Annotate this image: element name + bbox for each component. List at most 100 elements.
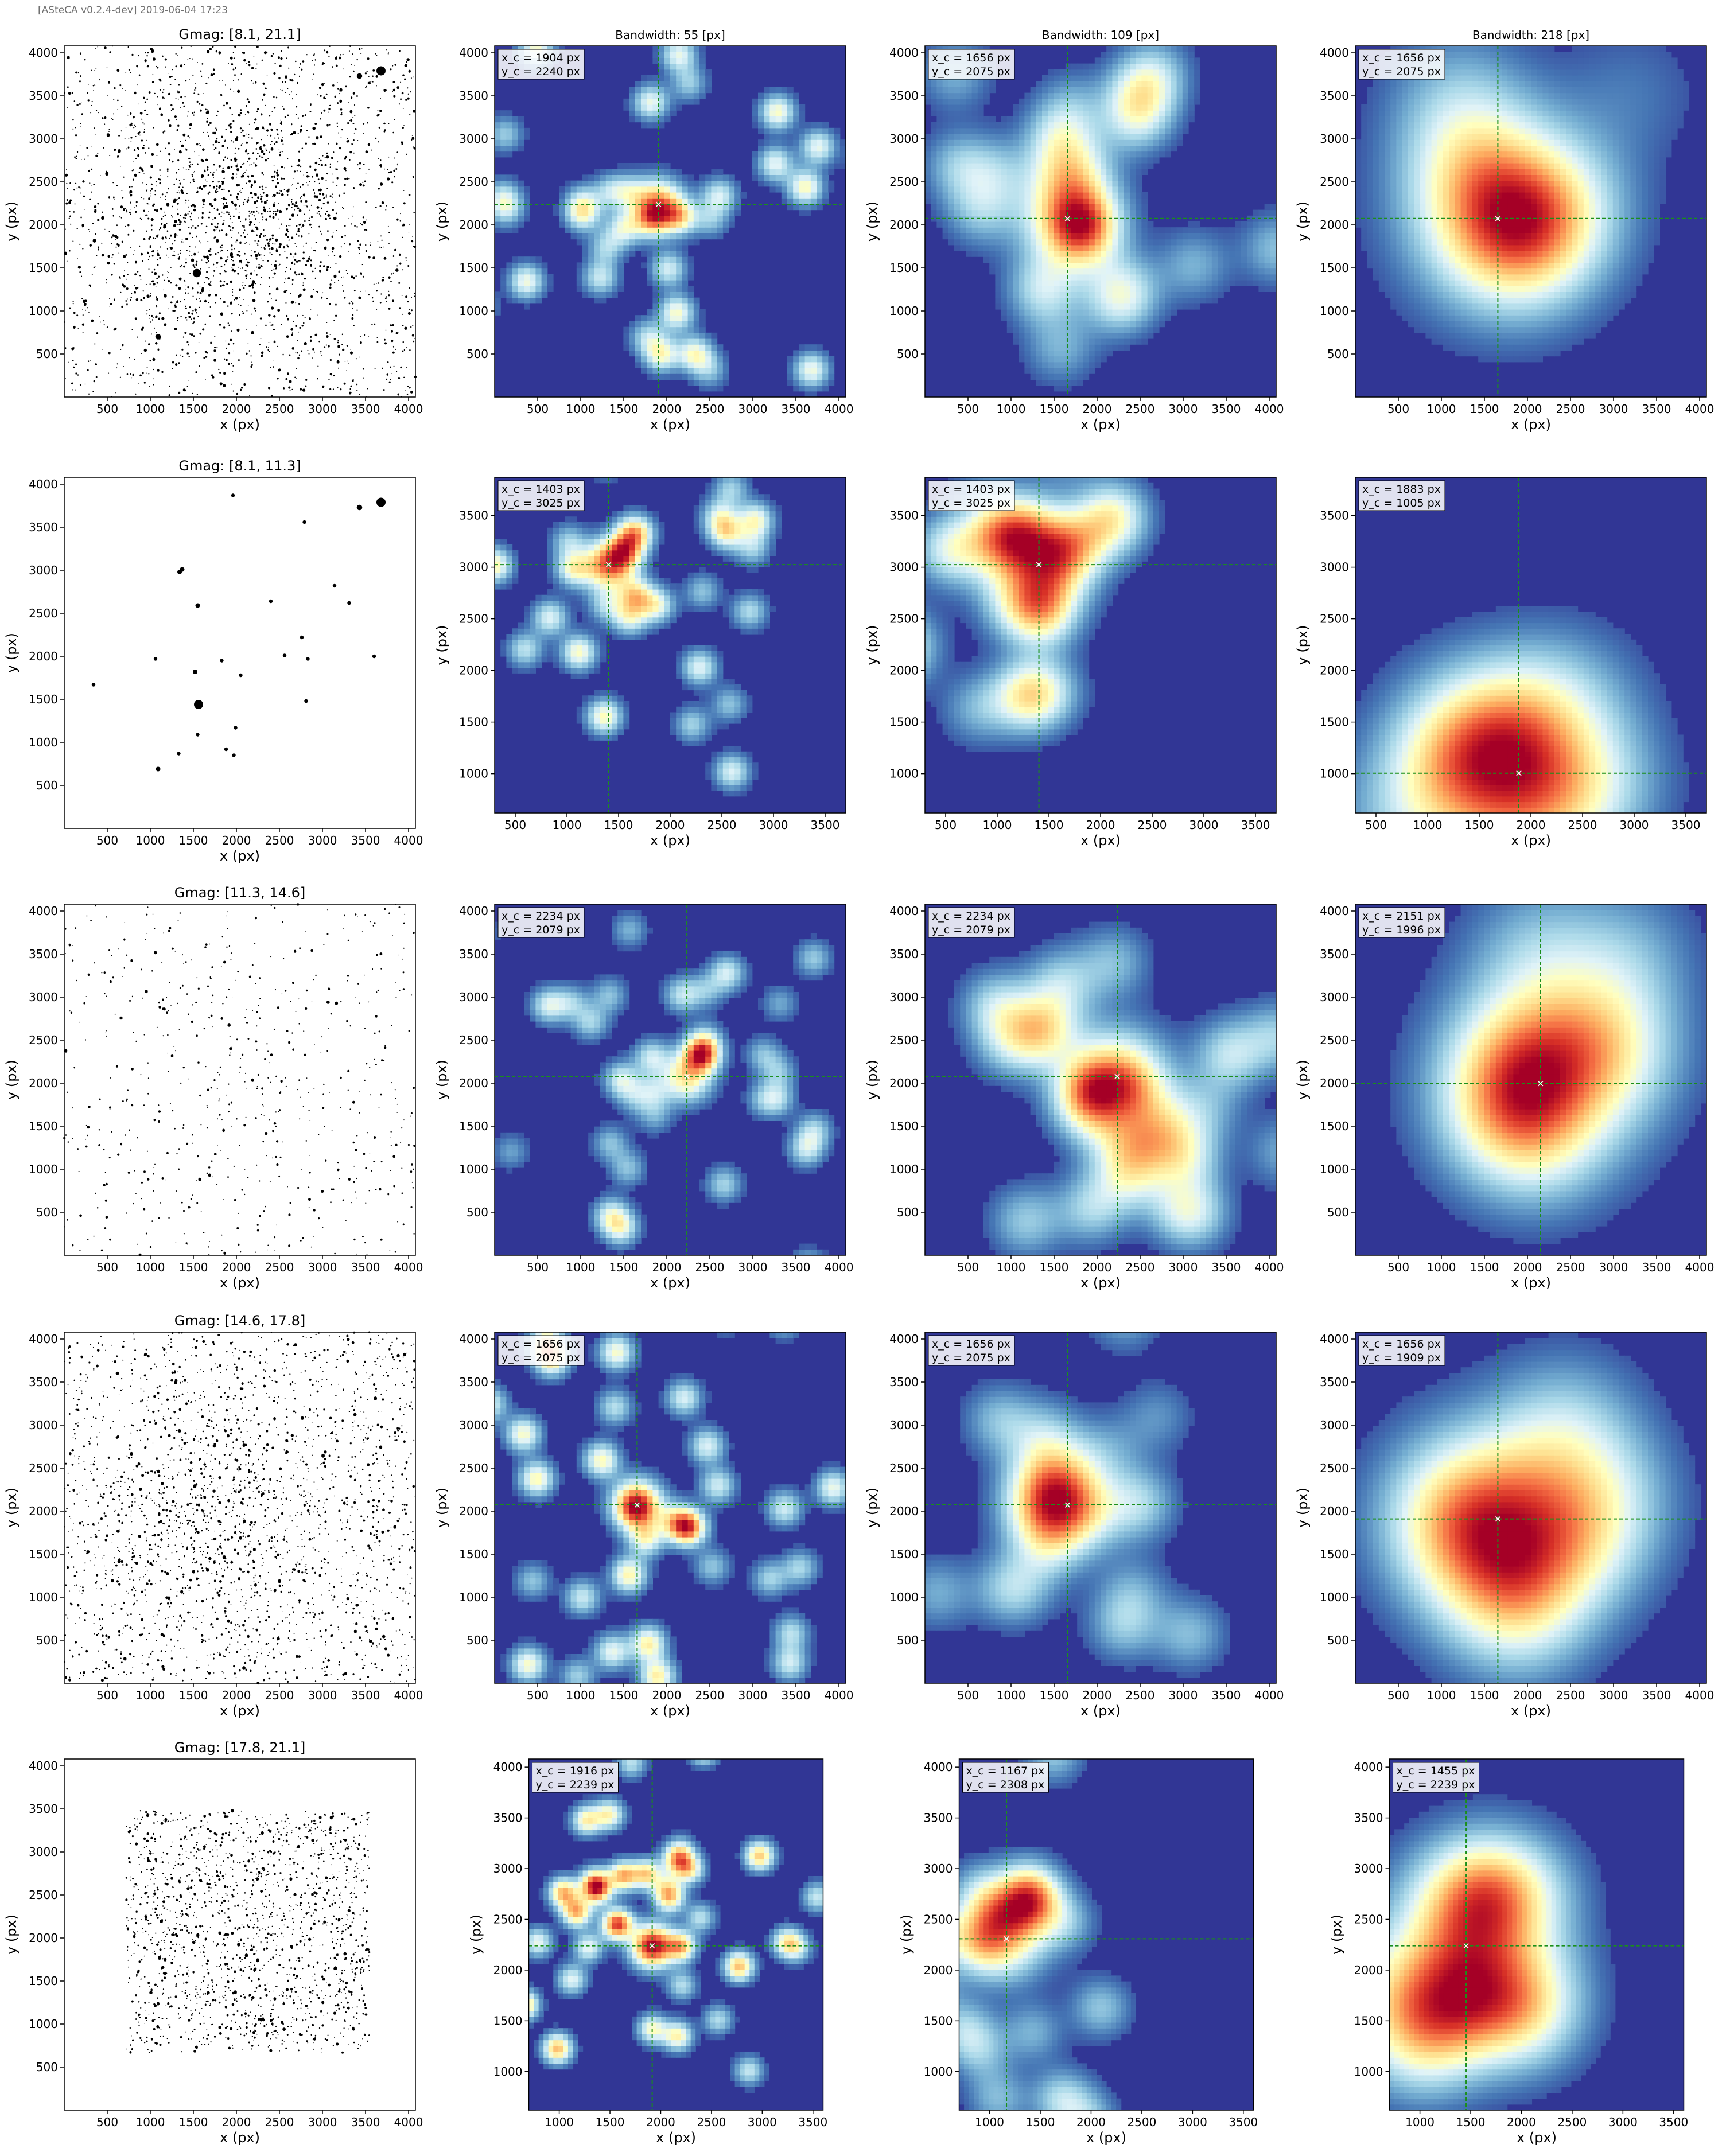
y-tick-label: 2000 bbox=[459, 218, 488, 232]
y-tick-label: 2000 bbox=[29, 218, 58, 232]
x-tick-label: 1500 bbox=[179, 1688, 208, 1702]
x-tick-label: 3000 bbox=[1169, 1260, 1198, 1274]
y-tick-label: 1500 bbox=[29, 1974, 58, 1988]
x-tick-label: 1500 bbox=[1470, 1260, 1499, 1274]
center-marker: ✕ bbox=[1515, 768, 1522, 779]
y-tick-label: 1500 bbox=[889, 715, 919, 729]
panel-title: Gmag: [8.1, 21.1] bbox=[178, 26, 301, 42]
center-label-x: x_c = 1656 px bbox=[932, 52, 1010, 64]
y-tick-label: 2500 bbox=[459, 612, 488, 626]
y-tick-label: 2500 bbox=[1354, 1912, 1383, 1926]
y-tick-label: 1000 bbox=[29, 1590, 58, 1604]
y-tick-label: 4000 bbox=[29, 904, 58, 918]
center-label: x_c = 1656 pxy_c = 2075 px bbox=[497, 1335, 585, 1366]
x-tick-label: 500 bbox=[96, 2115, 118, 2129]
x-tick-label: 500 bbox=[1387, 1260, 1409, 1274]
y-tick-label: 500 bbox=[467, 347, 488, 361]
x-tick-label: 3500 bbox=[351, 2115, 380, 2129]
axes-frame bbox=[64, 904, 416, 1256]
y-tick-label: 3500 bbox=[889, 89, 919, 103]
x-axis-label: x (px) bbox=[650, 1703, 690, 1719]
chart-panel-2-2: ✕ x_c = 1403 pxy_c = 3025 px 500 1000 1500 20… bbox=[434, 477, 846, 849]
axes-frame bbox=[528, 1758, 824, 2111]
y-tick-label: 2500 bbox=[29, 606, 58, 620]
x-tick-label: 4000 bbox=[394, 402, 423, 416]
center-marker: ✕ bbox=[605, 559, 612, 570]
y-tick-label: 1500 bbox=[889, 1119, 919, 1133]
star-point bbox=[196, 733, 200, 737]
y-axis-label: y (px) bbox=[1294, 1488, 1311, 1528]
x-axis: 500 1000 1500 2000 2500 3000 3500 4000 x (px) bbox=[96, 397, 423, 433]
center-label-y: y_c = 2240 px bbox=[502, 65, 580, 78]
y-tick-label: 2500 bbox=[459, 1461, 488, 1475]
center-marker: ✕ bbox=[1537, 1079, 1544, 1089]
y-axis-label: y (px) bbox=[434, 625, 450, 666]
y-tick-label: 3500 bbox=[459, 89, 488, 103]
y-axis: 1000 1500 2000 2500 3000 3500 y (px) bbox=[1294, 509, 1355, 781]
x-tick-label: 3500 bbox=[1212, 402, 1241, 416]
x-tick-label: 2500 bbox=[697, 2115, 726, 2129]
center-marker: ✕ bbox=[683, 1071, 690, 1082]
x-tick-label: 500 bbox=[957, 402, 979, 416]
x-tick-label: 3000 bbox=[738, 1260, 768, 1274]
heatmap-area: ✕ bbox=[925, 46, 1276, 397]
star-point bbox=[372, 654, 376, 659]
y-tick-label: 2000 bbox=[889, 664, 919, 678]
chart-panel-1-3: ✕ x_c = 1656 pxy_c = 2075 px 500 1000 1500 20… bbox=[864, 28, 1284, 433]
y-tick-label: 2500 bbox=[1320, 612, 1349, 626]
y-tick-label: 3000 bbox=[889, 132, 919, 146]
y-axis-label: y (px) bbox=[3, 1914, 20, 1955]
x-tick-label: 4000 bbox=[1255, 1688, 1284, 1702]
x-tick-label: 3000 bbox=[308, 402, 337, 416]
x-tick-label: 2500 bbox=[1138, 818, 1167, 832]
center-marker: ✕ bbox=[633, 1500, 641, 1511]
axes-frame bbox=[64, 1332, 416, 1684]
y-tick-label: 3500 bbox=[29, 89, 58, 103]
star-point bbox=[332, 583, 337, 588]
axes-frame bbox=[494, 45, 846, 398]
y-tick-label: 3000 bbox=[29, 1418, 58, 1432]
bright-star bbox=[356, 73, 363, 79]
x-tick-label: 2000 bbox=[222, 1260, 251, 1274]
center-label-x: x_c = 1904 px bbox=[502, 52, 580, 64]
center-label-y: y_c = 3025 px bbox=[932, 497, 1010, 509]
y-tick-label: 3500 bbox=[889, 1375, 919, 1389]
y-tick-label: 4000 bbox=[889, 904, 919, 918]
y-tick-label: 4000 bbox=[889, 46, 919, 60]
axes-frame bbox=[1355, 904, 1707, 1256]
x-tick-label: 2500 bbox=[695, 402, 725, 416]
scatter-background bbox=[64, 904, 415, 1255]
axes-frame bbox=[1355, 45, 1707, 398]
y-tick-label: 4000 bbox=[459, 1332, 488, 1346]
heatmap-area: ✕ bbox=[925, 904, 1276, 1255]
y-tick-label: 4000 bbox=[29, 477, 58, 491]
y-tick-label: 1000 bbox=[29, 2017, 58, 2031]
y-tick-label: 4000 bbox=[459, 46, 488, 60]
y-tick-label: 500 bbox=[897, 1205, 919, 1219]
center-label: x_c = 1656 pxy_c = 1909 px bbox=[1358, 1335, 1445, 1366]
y-tick-label: 1000 bbox=[29, 304, 58, 318]
y-tick-label: 4000 bbox=[29, 1759, 58, 1773]
center-label: x_c = 1656 pxy_c = 2075 px bbox=[928, 1335, 1015, 1366]
y-tick-label: 4000 bbox=[459, 904, 488, 918]
x-axis-label: x (px) bbox=[1511, 832, 1551, 849]
y-tick-label: 2500 bbox=[889, 175, 919, 189]
x-tick-label: 2500 bbox=[695, 1260, 725, 1274]
scatter-points bbox=[64, 45, 417, 398]
x-tick-label: 1500 bbox=[1456, 2115, 1486, 2129]
star-point bbox=[231, 493, 235, 497]
star-point bbox=[300, 635, 304, 640]
x-tick-label: 2500 bbox=[695, 1688, 725, 1702]
x-tick-label: 4000 bbox=[1685, 402, 1715, 416]
x-tick-label: 1500 bbox=[1470, 402, 1499, 416]
x-tick-label: 2500 bbox=[1556, 1260, 1585, 1274]
x-tick-label: 500 bbox=[96, 1688, 118, 1702]
x-tick-label: 4000 bbox=[394, 2115, 423, 2129]
y-axis: 1000 1500 2000 2500 3000 3500 4000 y (px) bbox=[1329, 1760, 1390, 2079]
y-tick-label: 1000 bbox=[459, 1162, 488, 1176]
x-tick-label: 1500 bbox=[609, 1260, 639, 1274]
chart-panel-2-1: Gmag: [8.1, 11.3] 500 1000 1500 2000 2500 3000… bbox=[3, 458, 423, 864]
heatmap-area: ✕ bbox=[1355, 46, 1706, 397]
axes-frame bbox=[1355, 1332, 1707, 1684]
x-axis-label: x (px) bbox=[220, 848, 260, 864]
